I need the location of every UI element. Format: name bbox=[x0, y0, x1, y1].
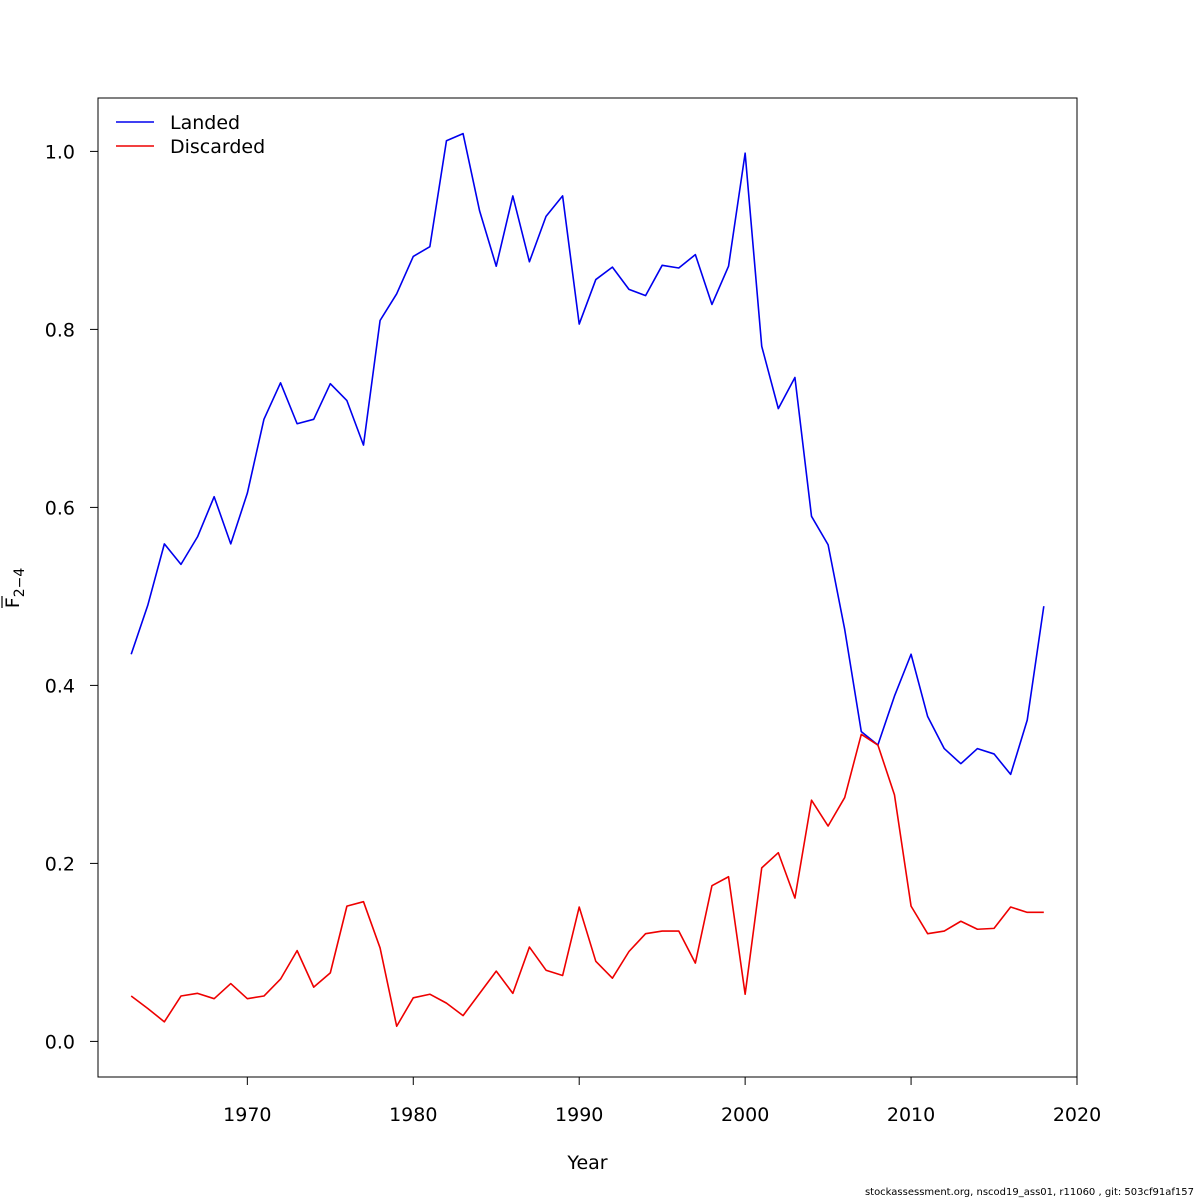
series-line-discarded bbox=[130, 733, 1044, 1028]
plot-frame bbox=[97, 97, 1078, 1078]
y-tick-label: 0.8 bbox=[45, 319, 75, 341]
y-axis: 0.0 0.2 0.4 0.6 0.8 1.0 bbox=[45, 141, 99, 1053]
y-axis-title: F2−4 bbox=[1, 568, 28, 609]
x-tick-label: 2020 bbox=[1053, 1104, 1101, 1126]
y-tick-label: 0.4 bbox=[45, 675, 75, 697]
y-axis-title-main: F bbox=[2, 597, 24, 608]
x-tick-label: 1970 bbox=[223, 1104, 271, 1126]
y-axis-title-subscript: 2−4 bbox=[12, 568, 28, 598]
x-tick-label: 1990 bbox=[555, 1104, 603, 1126]
x-axis-title: Year bbox=[566, 1152, 607, 1174]
y-axis-title-text: F2−4 bbox=[2, 568, 28, 609]
footer-credit: stockassessment.org, nscod19_ass01, r110… bbox=[864, 1187, 1194, 1198]
x-tick-label: 1980 bbox=[389, 1104, 437, 1126]
legend-label-landed: Landed bbox=[170, 112, 240, 134]
y-tick-label: 0.6 bbox=[45, 497, 75, 519]
series-line-landed bbox=[130, 132, 1045, 776]
series-layer bbox=[130, 132, 1045, 1028]
legend-label-discarded: Discarded bbox=[170, 136, 265, 158]
y-tick-label: 1.0 bbox=[45, 141, 75, 163]
y-tick-label: 0.2 bbox=[45, 853, 75, 875]
x-axis: 1970 1980 1990 2000 2010 2020 bbox=[223, 1076, 1101, 1126]
y-tick-label: 0.0 bbox=[45, 1031, 75, 1053]
x-tick-label: 2000 bbox=[721, 1104, 769, 1126]
x-tick-label: 2010 bbox=[887, 1104, 935, 1126]
